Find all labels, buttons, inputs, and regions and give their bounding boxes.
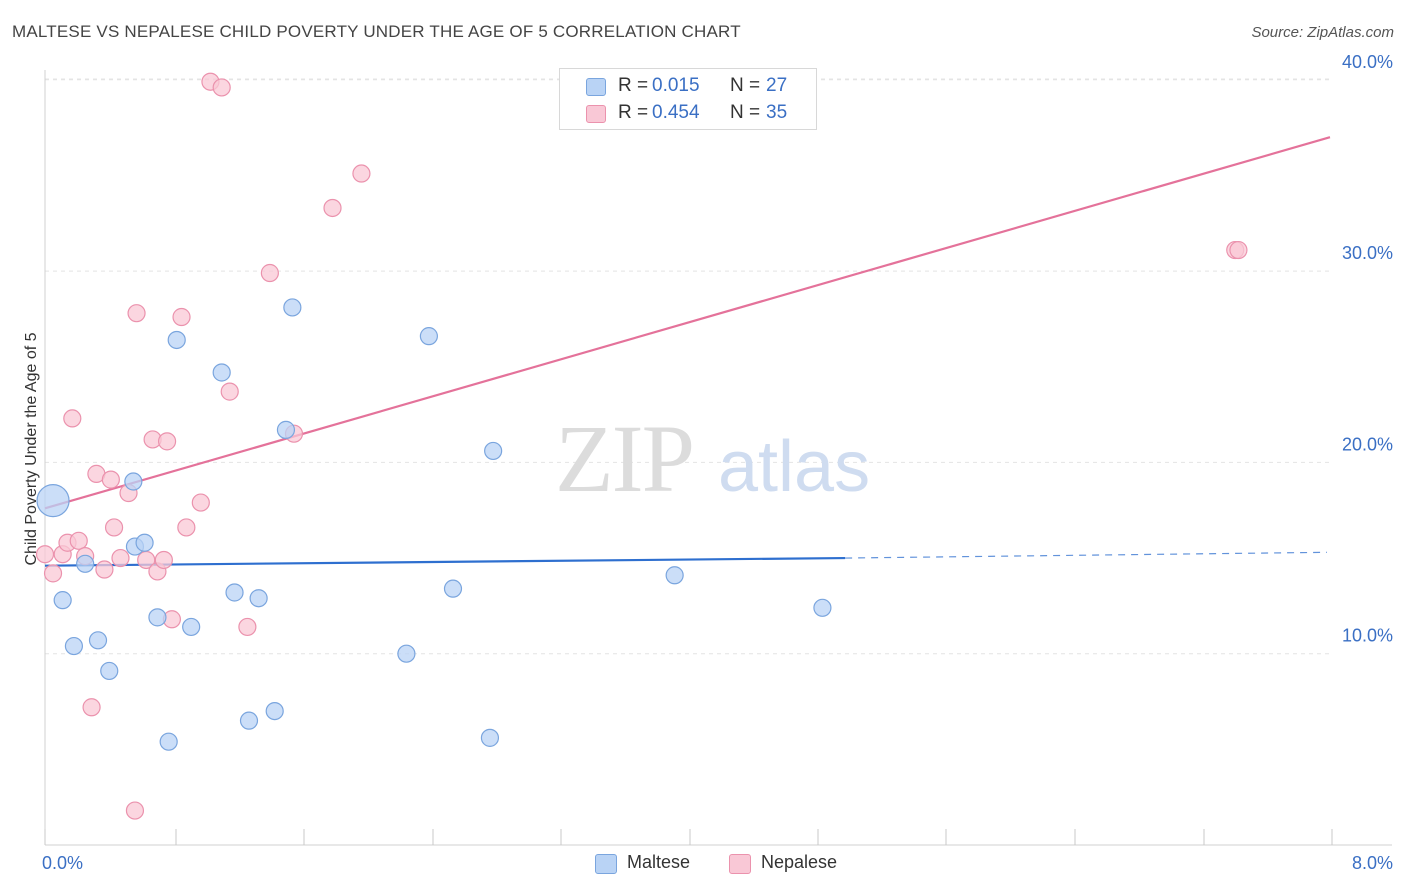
nepalese-point — [82, 698, 101, 717]
legend-n-value: 27 — [766, 75, 788, 96]
maltese-point — [135, 533, 154, 552]
maltese-point — [124, 472, 143, 491]
x-tick-label: 0.0% — [42, 853, 83, 873]
nepalese-point — [191, 493, 210, 512]
maltese-point — [212, 363, 231, 382]
maltese-point — [265, 701, 284, 721]
nepalese-point — [63, 409, 82, 428]
maltese-point — [665, 566, 684, 585]
nepalese-point — [69, 531, 88, 550]
y-tick-label: 20.0% — [1342, 434, 1393, 454]
watermark: ZIP atlas — [555, 405, 870, 512]
y-axis-label: Child Poverty Under the Age of 5 — [23, 332, 40, 566]
maltese-point — [76, 554, 95, 573]
maltese-trend-extension — [845, 551, 1328, 559]
legend-n-label: N = — [730, 75, 761, 96]
maltese-point — [813, 598, 832, 617]
nepalese-point — [154, 550, 173, 570]
nepalese-point — [1229, 240, 1248, 260]
maltese-point — [249, 589, 268, 608]
bottom-legend-label: Nepalese — [761, 852, 838, 872]
legend-r-label: R = — [618, 75, 649, 96]
watermark-zip: ZIP — [555, 405, 693, 512]
nepalese-point — [104, 518, 124, 537]
watermark-atlas: atlas — [718, 427, 870, 507]
x-tick-label: 8.0% — [1352, 853, 1393, 873]
maltese-point — [480, 728, 500, 747]
legend-r-value: 0.454 — [652, 102, 700, 123]
nepalese-point — [352, 164, 371, 183]
maltese-point — [100, 661, 119, 681]
nepalese-point — [35, 545, 55, 564]
maltese-point — [484, 441, 503, 461]
nepalese-point — [238, 617, 257, 637]
nepalese-point — [212, 78, 231, 97]
maltese-point — [397, 644, 416, 663]
nepalese-point — [125, 801, 145, 820]
legend: R = 0.015 N = 27 R = 0.454 N = 35 — [559, 68, 817, 130]
nepalese-swatch-icon — [729, 854, 751, 874]
legend-n-label: N = — [730, 102, 761, 123]
nepalese-point — [127, 304, 146, 323]
nepalese-point — [177, 518, 196, 537]
maltese-point — [225, 583, 244, 602]
maltese-point — [64, 636, 84, 656]
legend-r-value: 0.015 — [652, 75, 700, 96]
maltese-point — [419, 327, 438, 346]
nepalese-point — [95, 560, 114, 579]
maltese-point — [88, 631, 108, 650]
nepalese-point — [260, 263, 279, 283]
nepalese-point — [157, 432, 177, 451]
tick-labels: 10.0% 20.0% 30.0% 40.0% 0.0% 8.0% — [42, 52, 1393, 873]
nepalese-point — [111, 548, 130, 568]
data-points — [35, 72, 1248, 820]
maltese-swatch-icon — [595, 854, 617, 874]
nepalese-point — [220, 382, 239, 401]
nepalese-swatch-icon — [586, 105, 606, 123]
maltese-point — [182, 617, 201, 637]
maltese-point — [443, 579, 463, 598]
maltese-point — [283, 298, 302, 317]
nepalese-trend-line — [44, 136, 1331, 510]
grid-lines — [45, 78, 1330, 655]
y-tick-label: 10.0% — [1342, 626, 1393, 646]
nepalese-point — [172, 307, 191, 327]
trend-lines — [44, 136, 1331, 567]
maltese-trend-line — [44, 556, 846, 567]
chart-title: MALTESE VS NEPALESE CHILD POVERTY UNDER … — [12, 22, 741, 41]
maltese-point — [159, 732, 178, 751]
bottom-legend-label: Maltese — [627, 852, 691, 872]
maltese-swatch-icon — [586, 78, 606, 96]
y-tick-label: 30.0% — [1342, 243, 1393, 263]
maltese-point — [167, 330, 186, 350]
maltese-point — [53, 591, 72, 610]
nepalese-point — [101, 470, 120, 489]
maltese-point — [239, 711, 259, 730]
nepalese-point — [43, 564, 63, 583]
maltese-point — [148, 608, 167, 627]
maltese-point — [36, 484, 70, 518]
y-tick-label: 40.0% — [1342, 52, 1393, 72]
source-credit: Source: ZipAtlas.com — [1251, 24, 1394, 41]
maltese-point — [276, 420, 296, 439]
legend-n-value: 35 — [766, 102, 788, 123]
nepalese-point — [323, 198, 342, 218]
legend-r-label: R = — [618, 102, 649, 123]
axes — [44, 70, 1392, 846]
